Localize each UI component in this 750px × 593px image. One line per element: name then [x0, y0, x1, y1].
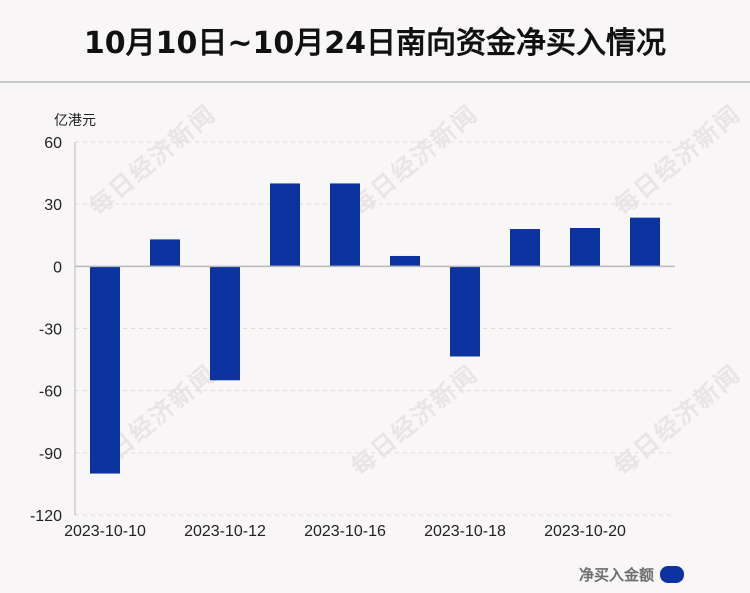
x-tick-label: 2023-10-18 — [424, 523, 506, 540]
bar — [150, 239, 180, 267]
bar — [270, 183, 300, 267]
bar — [330, 183, 360, 267]
x-tick-label: 2023-10-16 — [304, 523, 386, 540]
legend-label: 净买入金额 — [578, 566, 654, 584]
bar — [630, 217, 660, 267]
y-axis-label: 亿港元 — [54, 113, 96, 129]
y-tick-label: 30 — [44, 197, 62, 214]
y-tick-label: 60 — [44, 135, 62, 152]
legend-swatch — [660, 566, 684, 583]
y-tick-label: -90 — [39, 446, 62, 463]
x-tick-label: 2023-10-10 — [64, 523, 146, 540]
y-tick-label: -60 — [39, 384, 62, 401]
legend: 净买入金额 — [579, 564, 684, 585]
bar — [450, 266, 480, 357]
x-tick-label: 2023-10-20 — [544, 523, 626, 540]
y-tick-label: -30 — [39, 322, 62, 339]
bar — [390, 255, 420, 267]
bar — [90, 266, 120, 474]
x-tick-label: 2023-10-12 — [184, 523, 266, 540]
bar — [210, 266, 240, 381]
bar — [570, 227, 600, 267]
y-tick-label: 0 — [53, 259, 62, 276]
chart-title: 10月10日~10月24日南向资金净买入情况 — [83, 26, 667, 61]
y-tick-label: -120 — [30, 508, 62, 525]
title-divider — [0, 81, 750, 83]
bar — [510, 229, 540, 267]
